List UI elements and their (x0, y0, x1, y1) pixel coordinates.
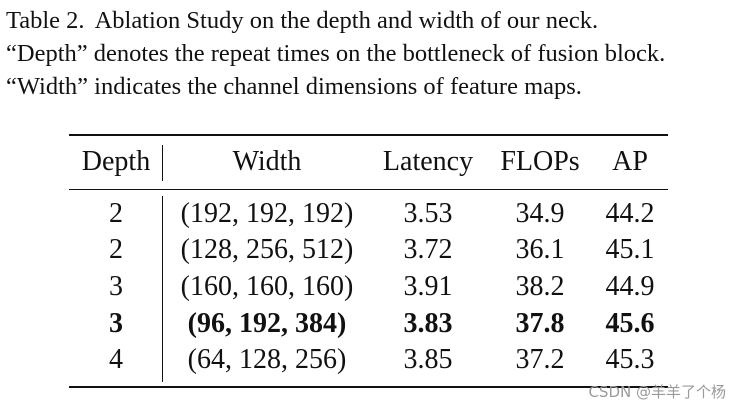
row-5-latency: 3.85 (403, 344, 453, 375)
row-1-width: (192, 192, 192) (180, 198, 354, 229)
row-5-flops: 37.2 (515, 344, 565, 375)
row-4-latency: 3.83 (403, 308, 453, 339)
row-1-ap: 44.2 (605, 198, 655, 229)
row-4-flops: 37.8 (515, 308, 565, 339)
row-3-ap: 44.9 (605, 271, 655, 302)
row-2-flops: 36.1 (515, 234, 565, 265)
row-5-depth: 4 (109, 344, 123, 375)
row-4-width: (96, 192, 384) (187, 308, 347, 339)
caption-line-3: “Width” indicates the channel dimensions… (6, 73, 582, 100)
header-ap: AP (612, 146, 648, 177)
row-1-latency: 3.53 (403, 198, 453, 229)
row-2-latency: 3.72 (403, 234, 453, 265)
row-4-ap: 45.6 (605, 308, 655, 339)
table-header-rule (69, 189, 668, 190)
row-2-ap: 45.1 (605, 234, 655, 265)
caption-title: Ablation Study on the depth and width of… (94, 7, 599, 34)
table-bottom-rule (69, 386, 668, 388)
caption-label: Table 2. (6, 7, 85, 34)
table-body-column-divider (162, 196, 163, 382)
row-2-width: (128, 256, 512) (180, 234, 354, 265)
header-latency: Latency (382, 146, 474, 177)
header-flops: FLOPs (500, 146, 580, 177)
row-3-latency: 3.91 (403, 271, 453, 302)
row-4-depth: 3 (109, 308, 123, 339)
caption-line-2: “Depth” denotes the repeat times on the … (6, 40, 666, 67)
row-5-width: (64, 128, 256) (187, 344, 347, 375)
table-header-column-divider (162, 145, 163, 181)
watermark: CSDN @羊羊了个杨 (588, 383, 726, 401)
row-3-depth: 3 (109, 271, 123, 302)
table-top-rule (69, 134, 668, 136)
row-3-width: (160, 160, 160) (180, 271, 354, 302)
row-1-flops: 34.9 (515, 198, 565, 229)
header-width: Width (232, 146, 302, 177)
row-1-depth: 2 (109, 198, 123, 229)
table-caption: Table 2. Ablation Study on the depth and … (6, 4, 736, 103)
row-3-flops: 38.2 (515, 271, 565, 302)
header-depth: Depth (81, 146, 151, 177)
row-5-ap: 45.3 (605, 344, 655, 375)
row-2-depth: 2 (109, 234, 123, 265)
caption-line-1: Table 2. Ablation Study on the depth and … (6, 4, 736, 37)
